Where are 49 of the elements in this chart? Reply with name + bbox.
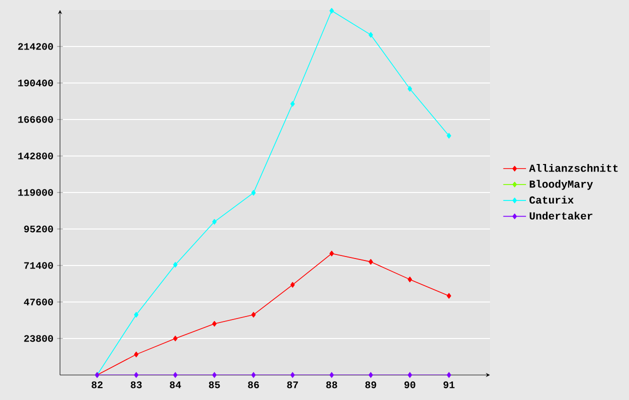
point	[290, 101, 295, 107]
legend-label: BloodyMary	[530, 180, 593, 190]
point	[446, 293, 452, 299]
point	[368, 32, 373, 38]
x-tick-label: 90	[404, 381, 416, 388]
point	[368, 372, 373, 378]
y-tick-label: 71400	[24, 262, 53, 269]
point	[408, 372, 412, 378]
point	[251, 190, 256, 196]
point	[212, 372, 217, 378]
x-tick-label: 83	[130, 381, 142, 388]
y-tick-label: 47600	[24, 298, 53, 306]
point	[329, 372, 334, 378]
point	[173, 372, 178, 378]
x-tick-label: 91	[444, 381, 455, 388]
y-tick-label: 23800	[24, 335, 53, 342]
point	[446, 372, 452, 378]
x-tick-label: 89	[365, 381, 376, 388]
point	[212, 218, 217, 225]
point	[290, 372, 295, 378]
x-tick-label: 88	[326, 381, 338, 388]
x-tick-label: 87	[287, 381, 298, 388]
point	[368, 259, 373, 265]
y-tick-label: 214200	[18, 43, 53, 50]
point	[329, 250, 334, 256]
point	[173, 262, 178, 268]
point	[408, 86, 412, 92]
y-tick-label: 119000	[18, 189, 53, 196]
x-tick-label: 86	[248, 381, 259, 388]
point	[290, 282, 295, 288]
point	[329, 8, 334, 14]
point	[173, 336, 178, 342]
point	[212, 320, 217, 327]
y-tick-label: 142800	[18, 152, 53, 160]
point	[134, 352, 138, 358]
x-tick-label: 84	[170, 381, 182, 388]
point	[134, 372, 138, 378]
point	[251, 372, 256, 378]
y-tick-label: 166600	[18, 116, 53, 123]
legend-label: Allianzschnitt	[529, 164, 618, 172]
point	[408, 276, 412, 282]
point	[446, 132, 452, 139]
point	[251, 312, 256, 318]
x-tick-label: 82	[92, 381, 103, 388]
legend-label: Undertaker	[530, 212, 592, 220]
legend-label: Caturix	[530, 196, 574, 204]
y-tick-label: 95200	[24, 226, 53, 232]
y-tick-label: 190400	[18, 80, 53, 86]
x-tick-label: 85	[208, 381, 220, 388]
